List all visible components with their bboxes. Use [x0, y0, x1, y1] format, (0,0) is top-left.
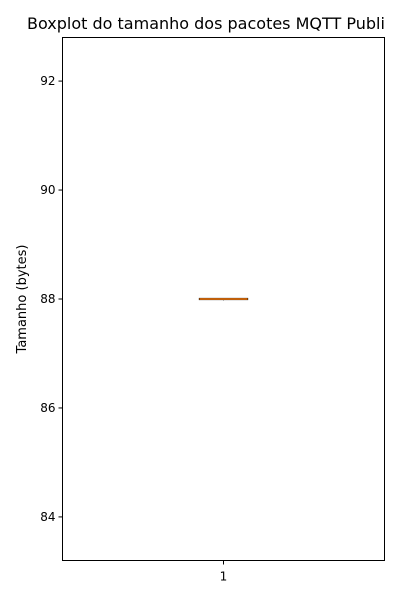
y-axis: 84 86 88 90 92 [40, 74, 63, 524]
y-tick-label: 90 [40, 183, 55, 197]
x-axis: 1 [220, 560, 228, 584]
box-series [198, 297, 249, 301]
y-tick-label: 84 [40, 510, 55, 524]
y-tick-label: 88 [40, 292, 55, 306]
y-tick-label: 86 [40, 401, 55, 415]
y-axis-label: Tamanho (bytes) [15, 245, 30, 355]
chart-title: Boxplot do tamanho dos pacotes MQTT Publ… [27, 14, 385, 33]
x-tick-label: 1 [220, 570, 228, 584]
y-tick-label: 92 [40, 74, 55, 88]
